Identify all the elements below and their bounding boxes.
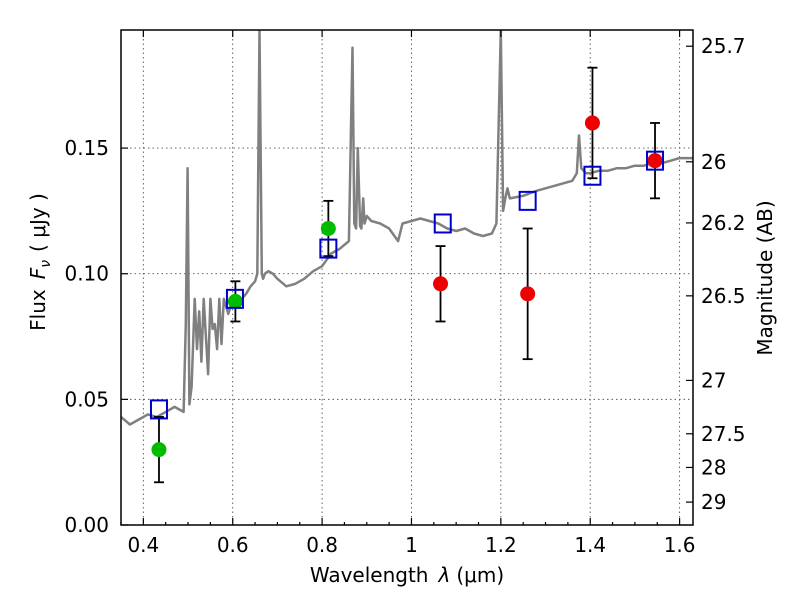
model-square: [225, 288, 244, 309]
x-tick-label: 1.6: [664, 533, 696, 557]
mag-tick-label: 26.2: [701, 211, 746, 235]
mag-tick-label: 26.5: [701, 284, 746, 308]
model-square: [319, 238, 338, 259]
data-point: [433, 276, 449, 292]
mag-tick-label: 25.7: [701, 34, 746, 58]
mag-tick-label: 26: [701, 150, 726, 174]
data-point: [151, 442, 167, 458]
x-tick-label: 0.4: [127, 533, 159, 557]
y-tick-label: 0.10: [64, 262, 109, 286]
ticks: 0.4 0.6 0.8 1 1.2 1.4 1.6 0.00 0.05 0.10 0.15 25.7 2…: [64, 30, 746, 557]
y-axis-title: FluxFν( μJy ): [26, 193, 54, 331]
x-tick-label: 1: [405, 533, 418, 557]
x-tick-label: 0.8: [306, 533, 338, 557]
y2-axis-title: Magnitude (AB): [753, 200, 777, 355]
data-point: [227, 293, 243, 309]
plot-area: [121, 30, 693, 525]
model-square: [149, 399, 168, 420]
model-square: [583, 165, 602, 186]
model-square: [646, 150, 665, 171]
x-tick-label: 0.6: [217, 533, 249, 557]
marker-layer: [149, 66, 665, 484]
data-point: [520, 286, 536, 302]
mag-tick-label: 27: [701, 368, 726, 392]
y-tick-label: 0.05: [64, 387, 109, 411]
x-tick-label: 1.4: [574, 533, 606, 557]
grid-lines: [121, 30, 693, 526]
mag-tick-label: 28: [701, 455, 726, 479]
spectrum-line: [121, 30, 693, 426]
mag-tick-label: 27.5: [701, 422, 746, 446]
plot-frame: [120, 29, 694, 526]
x-tick-label: 1.2: [485, 533, 517, 557]
data-point: [320, 221, 336, 237]
model-square: [433, 213, 452, 234]
data-point: [584, 115, 600, 131]
model-square: [518, 190, 537, 211]
x-axis-title: Wavelength λ (μm): [310, 563, 504, 587]
data-layer: [121, 30, 693, 426]
mag-tick-label: 29: [701, 490, 726, 514]
data-point: [647, 153, 663, 169]
y-tick-label: 0.15: [64, 136, 109, 160]
y-tick-label: 0.00: [64, 513, 109, 537]
